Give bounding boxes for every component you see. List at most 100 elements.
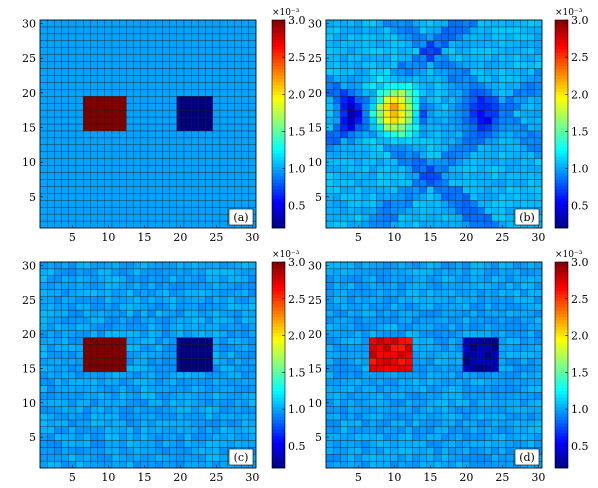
heatmap-cell (477, 316, 485, 324)
heatmap-cell (111, 33, 120, 41)
heatmap-cell (111, 378, 120, 386)
heatmap-cell (119, 351, 127, 359)
heatmap-cell (441, 151, 449, 159)
heatmap-cell (140, 26, 149, 35)
heatmap-cell (90, 460, 98, 469)
heatmap-cell (227, 289, 235, 297)
heatmap-cell (162, 89, 170, 97)
heatmap-cell (484, 392, 492, 400)
heatmap-cell (455, 144, 463, 152)
heatmap-cell (513, 433, 521, 441)
heatmap-cell (248, 275, 257, 283)
colorbar-segment (272, 310, 285, 314)
y-tick-label: 20 (22, 87, 36, 100)
heatmap-cell (234, 440, 242, 448)
heatmap-cell (390, 47, 399, 55)
heatmap-cell (219, 426, 228, 434)
heatmap-cell (169, 165, 177, 173)
heatmap-cell (433, 357, 442, 366)
colorbar-segment (555, 195, 568, 200)
heatmap-cell (39, 275, 48, 283)
heatmap-cell (405, 193, 413, 201)
heatmap-cell (227, 40, 235, 48)
y-tick-label: 5 (29, 191, 36, 204)
heatmap-cell (90, 151, 98, 159)
heatmap-cell (212, 47, 221, 55)
heatmap-cell (248, 330, 257, 338)
heatmap-cell (39, 392, 48, 400)
heatmap-cell (198, 433, 206, 441)
heatmap-cell (234, 109, 242, 118)
colorbar-segment (272, 39, 285, 44)
colorbar-segment (555, 397, 568, 401)
heatmap-cell (426, 40, 435, 48)
x-tick-label: 30 (245, 231, 259, 244)
colorbar-segment (272, 189, 285, 193)
heatmap-cell (155, 440, 163, 448)
heatmap-cell (340, 357, 348, 366)
colorbar-segment (555, 435, 568, 440)
heatmap-cell (448, 378, 456, 386)
heatmap-cell (133, 89, 141, 97)
heatmap-cell (361, 282, 370, 290)
heatmap-cell (412, 75, 420, 83)
heatmap-cell (513, 89, 521, 97)
colorbar-segment (272, 221, 285, 226)
heatmap-cell (191, 200, 199, 208)
heatmap-cell (441, 412, 449, 421)
colorbar-exponent: ×10⁻³ (555, 250, 583, 260)
heatmap-cell (191, 440, 199, 448)
heatmap-cell (347, 54, 355, 62)
heatmap-cell (169, 33, 177, 41)
heatmap-cell (176, 275, 185, 283)
heatmap-cell (405, 330, 413, 338)
heatmap-cell (83, 261, 91, 270)
heatmap-cell (155, 357, 163, 366)
heatmap-cell (83, 179, 91, 187)
heatmap-cell (147, 220, 156, 229)
heatmap-cell (347, 460, 355, 469)
heatmap-cell (433, 282, 442, 290)
heatmap-cell (212, 96, 221, 104)
heatmap-cell (340, 186, 348, 194)
heatmap-cell (412, 289, 420, 297)
heatmap-cell (133, 296, 141, 304)
heatmap-cell (333, 82, 341, 90)
heatmap-cell (183, 200, 192, 208)
heatmap-cell (455, 440, 463, 448)
heatmap-cell (405, 447, 413, 455)
heatmap-cell (90, 309, 98, 318)
heatmap-cell (75, 303, 84, 311)
heatmap-cell (340, 399, 348, 407)
heatmap-cell (183, 440, 192, 448)
heatmap-cell (383, 447, 391, 455)
heatmap-cell (198, 399, 206, 407)
heatmap-cell (205, 47, 213, 55)
heatmap-cell (248, 186, 257, 194)
heatmap-cell (498, 364, 507, 373)
heatmap-cell (111, 344, 120, 352)
heatmap-cell (140, 433, 149, 441)
heatmap-cell (126, 316, 134, 324)
heatmap-cell (333, 61, 341, 69)
heatmap-cell (448, 268, 456, 276)
heatmap-cell (441, 179, 449, 187)
heatmap-cell (469, 282, 478, 290)
heatmap-cell (140, 47, 149, 55)
heatmap-cell (534, 96, 543, 104)
heatmap-cell (340, 261, 348, 270)
heatmap-cell (491, 213, 499, 222)
heatmap-cell (354, 440, 363, 448)
heatmap-cell (54, 40, 62, 48)
heatmap-cell (462, 406, 471, 414)
heatmap-cell (248, 399, 257, 407)
heatmap-cell (234, 323, 242, 331)
heatmap-cell (477, 116, 485, 125)
heatmap-cell (75, 412, 84, 421)
heatmap-cell (527, 344, 535, 352)
heatmap-cell (405, 130, 413, 139)
heatmap-cell (75, 323, 84, 331)
heatmap-cell (433, 433, 442, 441)
heatmap-cell (340, 144, 348, 152)
heatmap-cell (191, 275, 199, 283)
